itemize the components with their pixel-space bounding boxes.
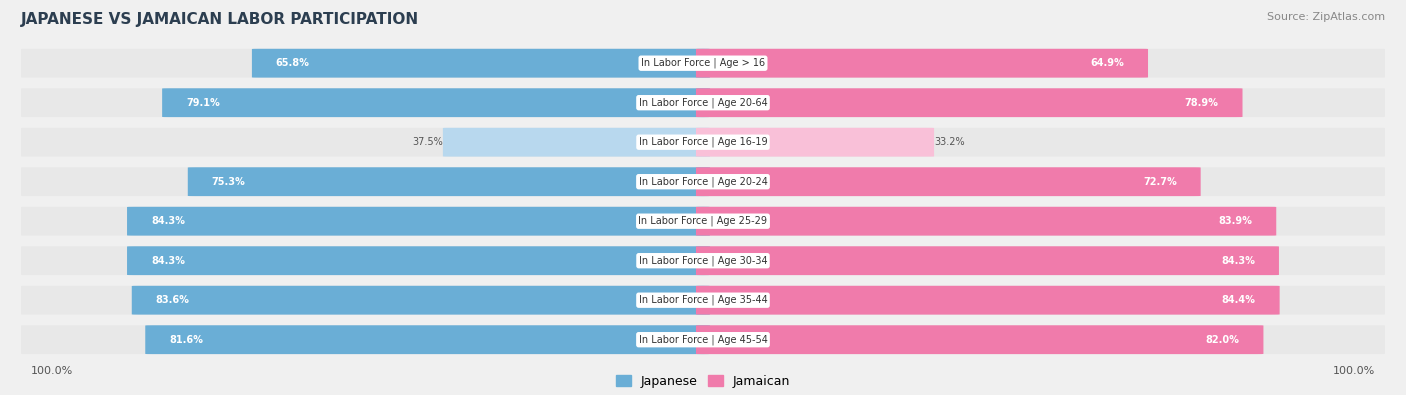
- FancyBboxPatch shape: [21, 286, 1385, 314]
- FancyBboxPatch shape: [696, 88, 1243, 117]
- Text: In Labor Force | Age 25-29: In Labor Force | Age 25-29: [638, 216, 768, 226]
- FancyBboxPatch shape: [696, 246, 1279, 275]
- Text: 78.9%: 78.9%: [1185, 98, 1219, 108]
- Text: 84.4%: 84.4%: [1222, 295, 1256, 305]
- Text: 84.3%: 84.3%: [150, 256, 184, 266]
- Text: 64.9%: 64.9%: [1091, 58, 1125, 68]
- Text: JAPANESE VS JAMAICAN LABOR PARTICIPATION: JAPANESE VS JAMAICAN LABOR PARTICIPATION: [21, 12, 419, 27]
- Text: 79.1%: 79.1%: [186, 98, 219, 108]
- FancyBboxPatch shape: [696, 167, 1201, 196]
- Text: 33.2%: 33.2%: [934, 137, 965, 147]
- Text: 84.3%: 84.3%: [150, 216, 184, 226]
- FancyBboxPatch shape: [145, 325, 710, 354]
- FancyBboxPatch shape: [21, 128, 1385, 157]
- Text: 100.0%: 100.0%: [31, 366, 73, 376]
- Text: 82.0%: 82.0%: [1206, 335, 1240, 345]
- Text: 83.9%: 83.9%: [1219, 216, 1253, 226]
- Text: 75.3%: 75.3%: [212, 177, 246, 187]
- FancyBboxPatch shape: [21, 167, 1385, 196]
- Text: In Labor Force | Age > 16: In Labor Force | Age > 16: [641, 58, 765, 68]
- FancyBboxPatch shape: [696, 207, 1277, 235]
- FancyBboxPatch shape: [132, 286, 710, 314]
- Text: In Labor Force | Age 20-64: In Labor Force | Age 20-64: [638, 98, 768, 108]
- FancyBboxPatch shape: [696, 49, 1149, 78]
- Text: In Labor Force | Age 45-54: In Labor Force | Age 45-54: [638, 335, 768, 345]
- FancyBboxPatch shape: [21, 325, 1385, 354]
- Legend: Japanese, Jamaican: Japanese, Jamaican: [610, 370, 796, 393]
- FancyBboxPatch shape: [188, 167, 710, 196]
- FancyBboxPatch shape: [162, 88, 710, 117]
- FancyBboxPatch shape: [21, 246, 1385, 275]
- FancyBboxPatch shape: [696, 128, 934, 157]
- Text: 83.6%: 83.6%: [156, 295, 190, 305]
- FancyBboxPatch shape: [443, 128, 710, 157]
- FancyBboxPatch shape: [696, 286, 1279, 314]
- FancyBboxPatch shape: [252, 49, 710, 78]
- Text: 37.5%: 37.5%: [412, 137, 443, 147]
- FancyBboxPatch shape: [21, 207, 1385, 235]
- Text: In Labor Force | Age 35-44: In Labor Force | Age 35-44: [638, 295, 768, 305]
- FancyBboxPatch shape: [127, 207, 710, 235]
- FancyBboxPatch shape: [21, 49, 1385, 78]
- Text: 81.6%: 81.6%: [169, 335, 202, 345]
- Text: Source: ZipAtlas.com: Source: ZipAtlas.com: [1267, 12, 1385, 22]
- FancyBboxPatch shape: [21, 88, 1385, 117]
- Text: In Labor Force | Age 16-19: In Labor Force | Age 16-19: [638, 137, 768, 147]
- Text: 65.8%: 65.8%: [276, 58, 309, 68]
- Text: 84.3%: 84.3%: [1222, 256, 1256, 266]
- Text: 72.7%: 72.7%: [1143, 177, 1177, 187]
- Text: 100.0%: 100.0%: [1333, 366, 1375, 376]
- Text: In Labor Force | Age 20-24: In Labor Force | Age 20-24: [638, 177, 768, 187]
- Text: In Labor Force | Age 30-34: In Labor Force | Age 30-34: [638, 256, 768, 266]
- FancyBboxPatch shape: [696, 325, 1264, 354]
- FancyBboxPatch shape: [127, 246, 710, 275]
